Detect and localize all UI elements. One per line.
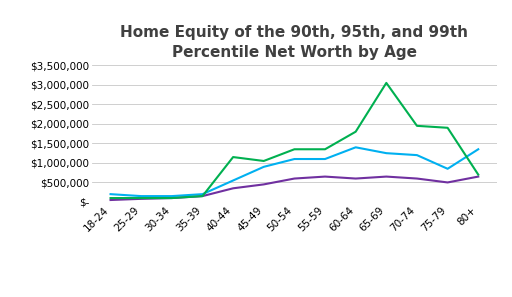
99th Percentile [291,148,297,151]
90th Percentile [353,177,359,180]
90th Percentile [444,181,451,184]
90th Percentile [230,187,236,190]
99th Percentile [169,196,175,200]
90th Percentile [108,198,114,202]
90th Percentile [475,175,481,178]
95th Percentile [475,148,481,151]
99th Percentile [444,126,451,129]
99th Percentile [475,173,481,176]
90th Percentile [169,196,175,200]
90th Percentile [138,197,144,200]
99th Percentile [261,159,267,163]
99th Percentile [414,124,420,128]
Line: 95th Percentile: 95th Percentile [111,147,478,196]
99th Percentile [230,155,236,159]
90th Percentile [199,194,205,198]
90th Percentile [322,175,328,178]
95th Percentile [199,192,205,196]
95th Percentile [230,179,236,182]
95th Percentile [138,194,144,198]
95th Percentile [291,157,297,161]
99th Percentile [383,81,390,85]
99th Percentile [108,196,114,200]
95th Percentile [383,151,390,155]
Line: 99th Percentile: 99th Percentile [111,83,478,198]
90th Percentile [261,183,267,186]
95th Percentile [444,167,451,170]
95th Percentile [414,153,420,157]
95th Percentile [108,192,114,196]
99th Percentile [199,194,205,198]
90th Percentile [291,177,297,180]
95th Percentile [261,165,267,169]
95th Percentile [322,157,328,161]
90th Percentile [414,177,420,180]
99th Percentile [138,196,144,200]
Title: Home Equity of the 90th, 95th, and 99th
Percentile Net Worth by Age: Home Equity of the 90th, 95th, and 99th … [120,25,468,60]
99th Percentile [353,130,359,133]
95th Percentile [169,194,175,198]
Line: 90th Percentile: 90th Percentile [111,177,478,200]
95th Percentile [353,146,359,149]
90th Percentile [383,175,390,178]
99th Percentile [322,148,328,151]
